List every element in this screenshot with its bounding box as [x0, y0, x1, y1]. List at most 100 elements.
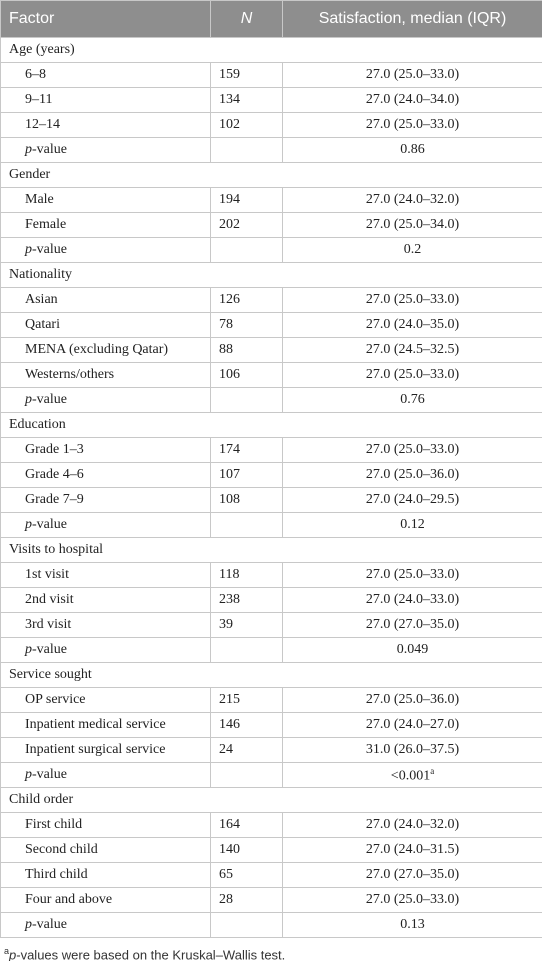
factor-cell: Third child	[0, 862, 211, 888]
data-row: Qatari 78 27.0 (24.0–35.0)	[0, 312, 542, 338]
p-text: -value	[32, 392, 67, 407]
factor-cell: 9–11	[0, 87, 211, 113]
n-cell: 174	[210, 437, 283, 463]
p-value-label: p-value	[0, 637, 211, 663]
factor-cell: First child	[0, 812, 211, 838]
data-row: Inpatient medical service 146 27.0 (24.0–2…	[0, 712, 542, 738]
empty-cell	[210, 637, 283, 663]
p-text: -value	[32, 242, 67, 257]
p-value-cell: 0.76	[282, 387, 542, 413]
p-text: -value	[32, 917, 67, 932]
p-value: <0.001	[390, 768, 431, 784]
p-value-cell: 0.12	[282, 512, 542, 538]
satisfaction-cell: 27.0 (25.0–33.0)	[282, 437, 542, 463]
factor-cell: Asian	[0, 287, 211, 313]
factor-cell: Grade 7–9	[0, 487, 211, 513]
satisfaction-cell: 31.0 (26.0–37.5)	[282, 737, 542, 763]
satisfaction-cell: 27.0 (24.0–31.5)	[282, 837, 542, 863]
data-row: 1st visit 118 27.0 (25.0–33.0)	[0, 562, 542, 588]
n-cell: 24	[210, 737, 283, 763]
p-value-row: p-value 0.2	[0, 237, 542, 263]
factor-cell: 6–8	[0, 62, 211, 88]
group-row: Education	[0, 412, 542, 438]
p-value-label: p-value	[0, 237, 211, 263]
data-row: Inpatient surgical service 24 31.0 (26.0–3…	[0, 737, 542, 763]
group-title: Nationality	[0, 262, 542, 288]
p-value: 0.2	[403, 242, 422, 257]
group-title: Education	[0, 412, 542, 438]
data-row: Male 194 27.0 (24.0–32.0)	[0, 187, 542, 213]
footnote-mark: a	[4, 946, 10, 956]
factor-cell: Second child	[0, 837, 211, 863]
satisfaction-cell: 27.0 (24.0–29.5)	[282, 487, 542, 513]
n-cell: 102	[210, 112, 283, 138]
factor-cell: Male	[0, 187, 211, 213]
table-body: Age (years) 6–8 159 27.0 (25.0–33.0) 9–11 134…	[0, 37, 542, 938]
p-italic: p	[25, 242, 32, 257]
p-value-label: p-value	[0, 762, 211, 788]
n-cell: 28	[210, 887, 283, 913]
p-value-row: p-value 0.13	[0, 912, 542, 938]
factor-cell: 3rd visit	[0, 612, 211, 638]
factor-cell: 1st visit	[0, 562, 211, 588]
satisfaction-cell: 27.0 (25.0–36.0)	[282, 462, 542, 488]
p-value-label: p-value	[0, 912, 211, 938]
p-value-row: p-value 0.76	[0, 387, 542, 413]
p-value: 0.86	[400, 142, 425, 157]
factor-cell: 2nd visit	[0, 587, 211, 613]
satisfaction-cell: 27.0 (25.0–33.0)	[282, 362, 542, 388]
factor-cell: 12–14	[0, 112, 211, 138]
group-title: Service sought	[0, 662, 542, 688]
p-value: 0.12	[400, 517, 425, 532]
p-value: 0.049	[396, 642, 429, 657]
p-value-cell: 0.86	[282, 137, 542, 163]
p-value-label: p-value	[0, 137, 211, 163]
empty-cell	[210, 912, 283, 938]
group-row: Age (years)	[0, 37, 542, 63]
satisfaction-cell: 27.0 (24.0–35.0)	[282, 312, 542, 338]
p-value-note: a	[430, 765, 435, 776]
factor-cell: Inpatient medical service	[0, 712, 211, 738]
group-title: Age (years)	[0, 37, 542, 63]
group-row: Gender	[0, 162, 542, 188]
satisfaction-cell: 27.0 (25.0–36.0)	[282, 687, 542, 713]
header-cell: Satisfaction, median (IQR)	[282, 0, 542, 38]
footnote-italic: p	[9, 947, 17, 961]
satisfaction-cell: 27.0 (24.0–27.0)	[282, 712, 542, 738]
p-value-cell: 0.2	[282, 237, 542, 263]
factor-cell: Westerns/others	[0, 362, 211, 388]
factor-cell: Qatari	[0, 312, 211, 338]
data-row: Four and above 28 27.0 (25.0–33.0)	[0, 887, 542, 913]
empty-cell	[210, 762, 283, 788]
group-row: Visits to hospital	[0, 537, 542, 563]
data-row: Grade 7–9 108 27.0 (24.0–29.5)	[0, 487, 542, 513]
n-cell: 215	[210, 687, 283, 713]
data-row: 6–8 159 27.0 (25.0–33.0)	[0, 62, 542, 88]
satisfaction-cell: 27.0 (24.0–32.0)	[282, 812, 542, 838]
footnote: ap-values were based on the Kruskal–Wall…	[0, 938, 542, 961]
satisfaction-cell: 27.0 (25.0–33.0)	[282, 62, 542, 88]
factor-cell: Inpatient surgical service	[0, 737, 211, 763]
group-title: Gender	[0, 162, 542, 188]
data-row: Grade 1–3 174 27.0 (25.0–33.0)	[0, 437, 542, 463]
empty-cell	[210, 137, 283, 163]
group-row: Child order	[0, 787, 542, 813]
n-cell: 134	[210, 87, 283, 113]
p-value-row: p-value 0.12	[0, 512, 542, 538]
n-cell: 194	[210, 187, 283, 213]
header-row: Factor N Satisfaction, median (IQR)	[0, 0, 542, 38]
header-cell: Factor	[0, 0, 211, 38]
p-text: -value	[32, 517, 67, 532]
data-row: Westerns/others 106 27.0 (25.0–33.0)	[0, 362, 542, 388]
n-cell: 78	[210, 312, 283, 338]
group-row: Nationality	[0, 262, 542, 288]
n-cell: 202	[210, 212, 283, 238]
data-row: Grade 4–6 107 27.0 (25.0–36.0)	[0, 462, 542, 488]
data-row: MENA (excluding Qatar) 88 27.0 (24.5–32.5)	[0, 337, 542, 363]
satisfaction-cell: 27.0 (25.0–33.0)	[282, 887, 542, 913]
n-cell: 238	[210, 587, 283, 613]
p-value: 0.76	[400, 392, 425, 407]
table: Factor N Satisfaction, median (IQR) Age …	[0, 0, 542, 938]
empty-cell	[210, 512, 283, 538]
satisfaction-cell: 27.0 (25.0–33.0)	[282, 562, 542, 588]
